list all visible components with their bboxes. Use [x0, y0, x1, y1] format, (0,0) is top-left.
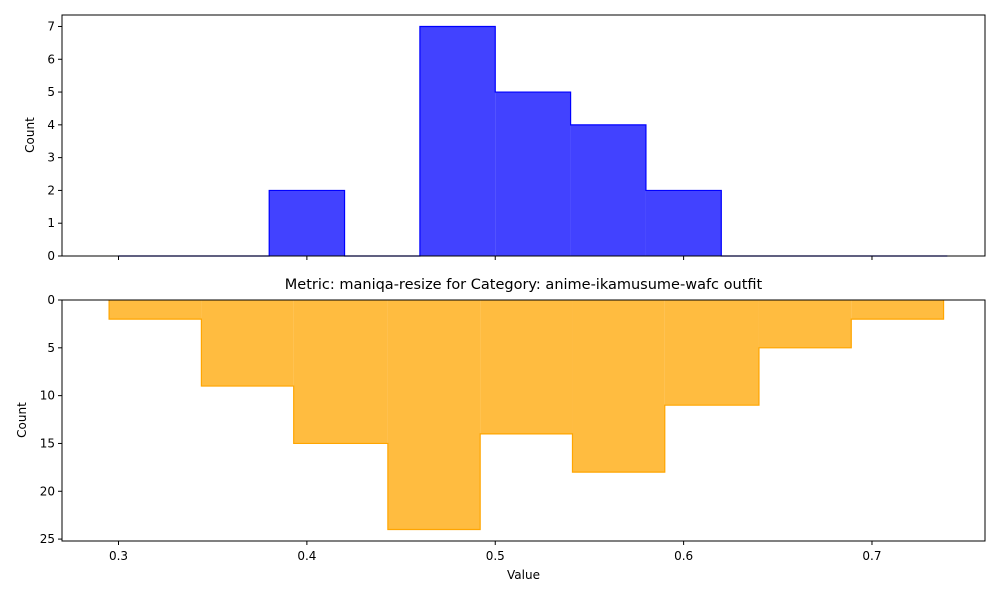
bottom-bar	[664, 300, 759, 406]
bottom-y-tick-label: 20	[40, 484, 55, 498]
top-y-tick-label: 2	[47, 183, 55, 197]
top-y-tick-label: 3	[47, 151, 55, 165]
bottom-bar	[109, 300, 202, 320]
top-y-tick-label: 7	[47, 19, 55, 33]
bottom-bar	[201, 300, 294, 387]
bottom-x-tick-label: 0.6	[674, 549, 693, 563]
bottom-bar	[572, 300, 665, 473]
top-bar	[495, 92, 571, 257]
bottom-y-tick-label: 10	[40, 389, 55, 403]
bottom-chart-title: Metric: maniqa-resize for Category: anim…	[284, 277, 763, 293]
bottom-x-tick-label: 0.5	[486, 549, 505, 563]
bottom-bar	[387, 300, 481, 530]
top-bar	[645, 190, 722, 256]
top-bar	[419, 26, 496, 256]
top-histogram-panel: 0 1 2 3 4 5 6 7	[47, 14, 986, 263]
bottom-y-axis-label: Count	[15, 402, 29, 438]
bottom-histogram-panel: 0 5 10 15 20 25 0.3 0.4 0.5 0.6 0.7	[40, 293, 986, 563]
top-y-tick-label: 6	[47, 52, 55, 66]
bottom-y-tick-label: 0	[47, 293, 55, 307]
bottom-bar	[293, 300, 388, 444]
bottom-y-tick-label: 5	[47, 341, 55, 355]
top-y-axis-label: Count	[23, 117, 37, 153]
bottom-axes-frame	[61, 299, 986, 542]
bottom-y-tick-label: 25	[40, 532, 55, 546]
bottom-x-tick-label: 0.3	[109, 549, 128, 563]
bottom-bar	[480, 300, 573, 434]
top-bar	[570, 124, 646, 256]
top-axes-frame	[61, 14, 986, 257]
bottom-bar	[851, 300, 944, 320]
top-y-tick-label: 0	[47, 249, 55, 263]
bottom-y-tick-label: 15	[40, 436, 55, 450]
bottom-x-tick-label: 0.7	[862, 549, 881, 563]
top-y-tick-label: 4	[47, 118, 55, 132]
bottom-bar	[758, 300, 852, 348]
top-bar	[269, 190, 345, 256]
x-axis-label: Value	[507, 568, 540, 582]
bottom-x-tick-label: 0.4	[297, 549, 316, 563]
bottom-histogram-outline	[108, 300, 945, 531]
top-y-tick-label: 5	[47, 85, 55, 99]
top-y-tick-label: 1	[47, 216, 55, 230]
